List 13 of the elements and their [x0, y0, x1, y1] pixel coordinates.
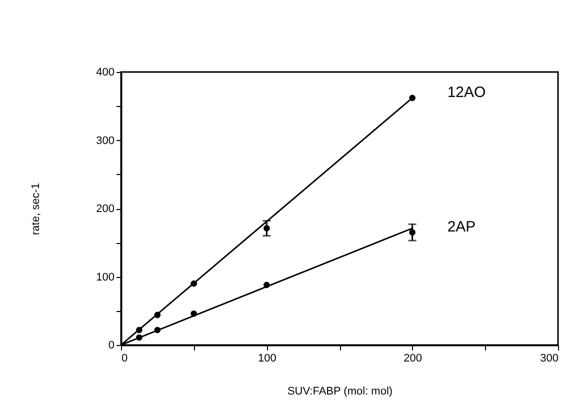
x-axis-title: SUV:FABP (mol: mol) — [287, 386, 393, 398]
y-tick-label: 0 — [108, 340, 114, 352]
text: 2AP — [447, 218, 476, 236]
y-tick-label: 400 — [96, 66, 114, 78]
x-tick-label: 100 — [258, 352, 276, 364]
y-tick-label: 300 — [96, 134, 114, 147]
y-axis-title: rate, sec-1 — [30, 183, 42, 235]
y-tick-label: 100 — [96, 271, 114, 284]
text: 12AO — [447, 84, 486, 101]
x-tick-label: 200 — [404, 352, 422, 364]
y-tick-label: 200 — [96, 203, 114, 215]
x-tick-label: 300 — [540, 352, 558, 364]
x-tick-label: 0 — [122, 352, 128, 364]
